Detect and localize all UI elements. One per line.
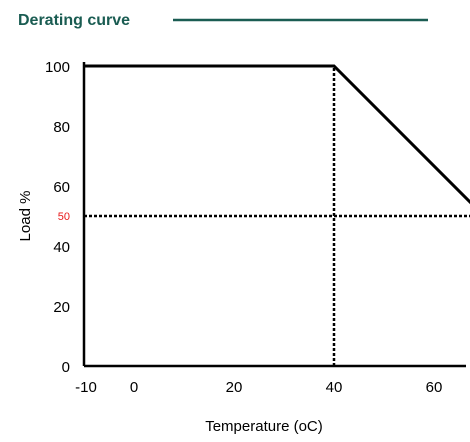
y-tick-50: 50 — [58, 211, 70, 223]
x-tick--10: -10 — [75, 379, 97, 396]
series-layer — [83, 64, 470, 205]
y-tick-0: 0 — [62, 359, 70, 376]
x-tick-20: 20 — [226, 379, 243, 396]
y-tick-80: 80 — [53, 119, 70, 136]
y-axis-label: Load % — [17, 191, 34, 242]
y-tick-labels: 0 20 40 50 60 80 100 — [45, 59, 70, 376]
x-tick-40: 40 — [326, 379, 343, 396]
x-tick-labels: -1002040607080 — [75, 379, 443, 396]
guide-lines — [84, 66, 470, 366]
chart-title: Derating curve — [18, 12, 130, 29]
y-tick-60: 60 — [53, 179, 70, 196]
y-tick-20: 20 — [53, 299, 70, 316]
y-tick-40: 40 — [53, 239, 70, 256]
derating-curve-line — [84, 64, 470, 205]
x-axis-label: Temperature (oC) — [205, 418, 323, 435]
x-tick-60: 60 — [426, 379, 443, 396]
y-tick-100: 100 — [45, 59, 70, 76]
x-tick-0: 0 — [130, 379, 138, 396]
